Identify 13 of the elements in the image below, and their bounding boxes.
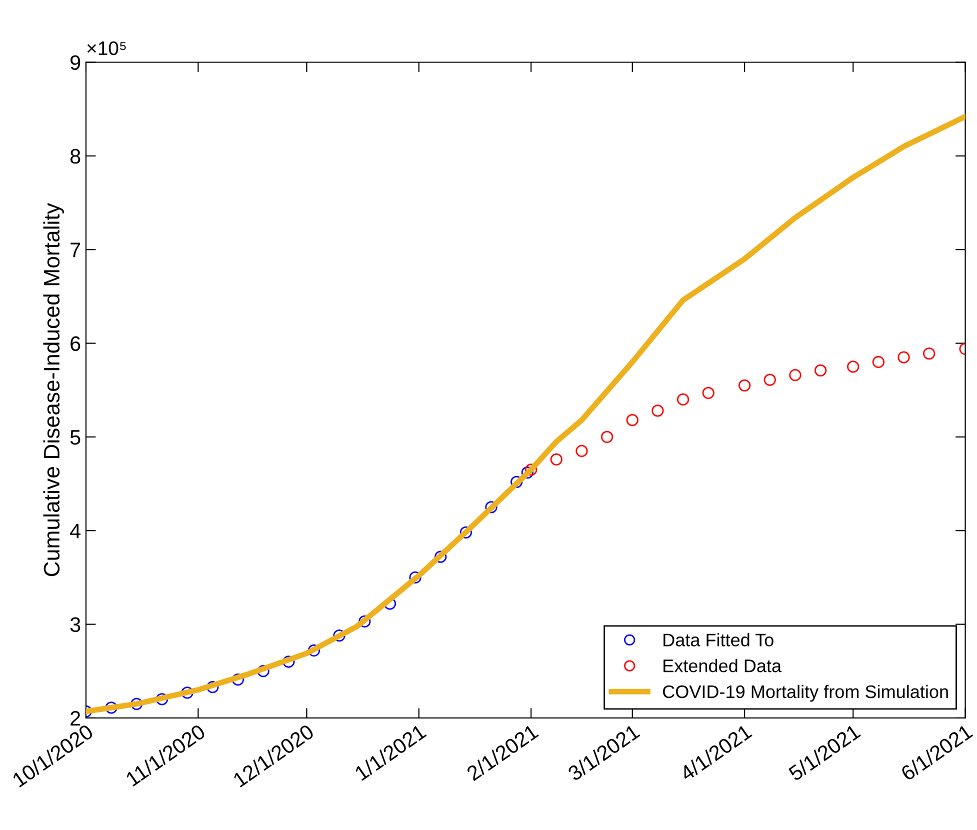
y-tick-label: 9 — [70, 55, 80, 70]
y-tick-label: 7 — [70, 242, 80, 258]
y-tick-label: 8 — [70, 148, 80, 164]
y-tick-label: 2 — [70, 710, 80, 726]
legend-label: COVID-19 Mortality from Simulation — [663, 684, 948, 702]
y-tick-label: 6 — [70, 336, 80, 352]
y-axis-title: Cumulative Disease-Induced Mortality — [43, 203, 64, 576]
y-tick-label: 5 — [70, 430, 80, 445]
legend-label: Data Fitted To — [664, 633, 774, 646]
y-tick-label: 4 — [70, 524, 81, 538]
y-tick-label: 3 — [70, 617, 80, 632]
text: ×10⁵ — [87, 41, 126, 56]
legend-label: Extended Data — [664, 659, 782, 672]
